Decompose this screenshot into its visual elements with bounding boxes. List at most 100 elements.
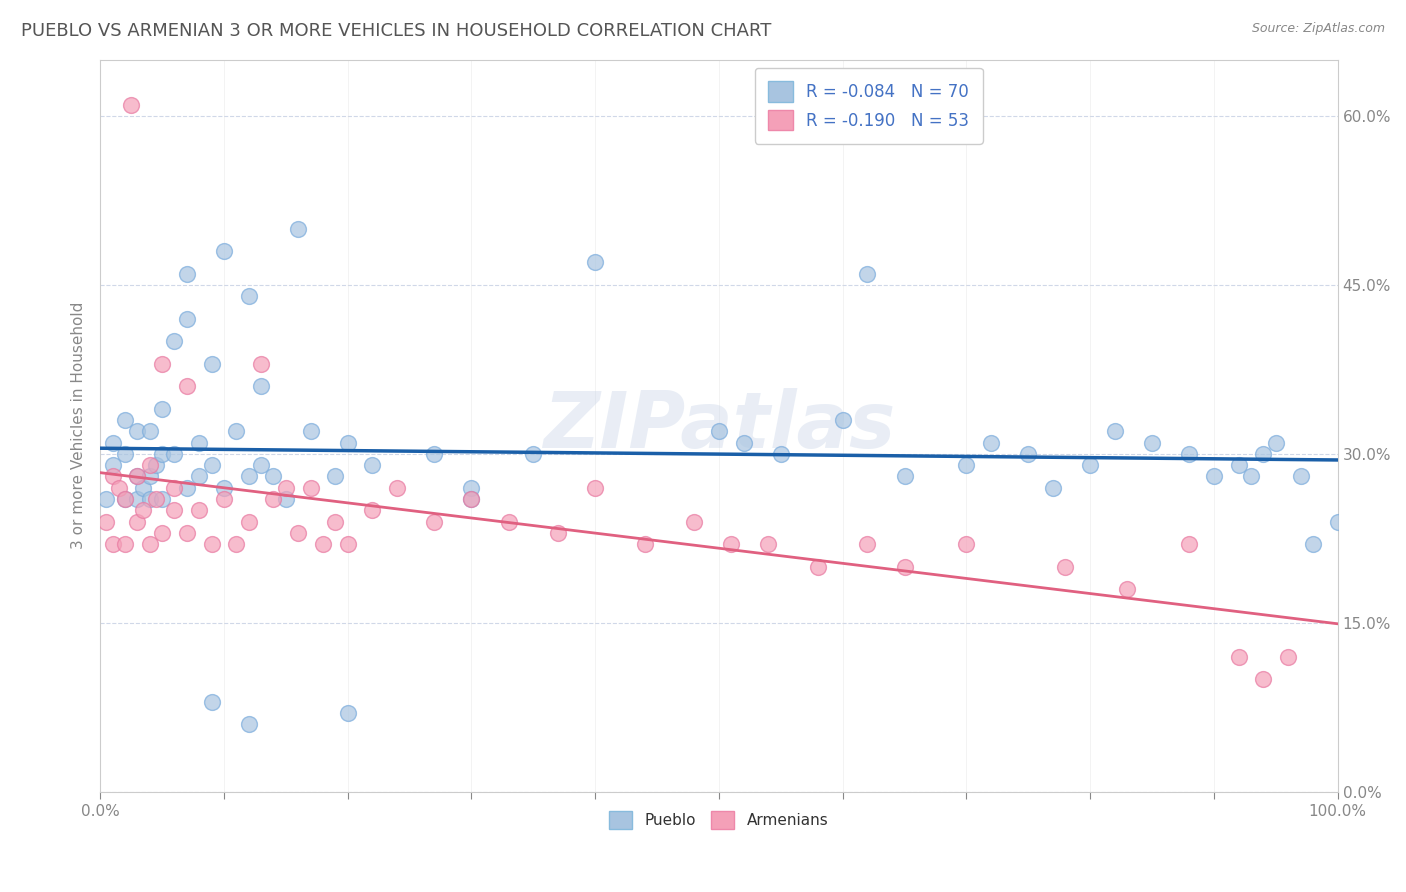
- Point: [323, 515, 346, 529]
- Point: [107, 481, 129, 495]
- Point: [1302, 537, 1324, 551]
- Point: [114, 491, 136, 506]
- Point: [769, 447, 792, 461]
- Point: [856, 267, 879, 281]
- Point: [1227, 649, 1250, 664]
- Point: [101, 435, 124, 450]
- Point: [1178, 447, 1201, 461]
- Point: [127, 425, 149, 439]
- Point: [150, 357, 173, 371]
- Point: [250, 458, 273, 473]
- Point: [127, 469, 149, 483]
- Point: [120, 97, 142, 112]
- Point: [955, 458, 977, 473]
- Point: [114, 537, 136, 551]
- Point: [101, 537, 124, 551]
- Point: [1078, 458, 1101, 473]
- Point: [150, 447, 173, 461]
- Point: [299, 425, 322, 439]
- Point: [274, 491, 297, 506]
- Point: [460, 491, 482, 506]
- Point: [114, 447, 136, 461]
- Point: [361, 503, 384, 517]
- Point: [423, 515, 446, 529]
- Point: [96, 515, 118, 529]
- Point: [163, 447, 186, 461]
- Point: [200, 695, 222, 709]
- Point: [132, 503, 155, 517]
- Point: [522, 447, 544, 461]
- Point: [188, 503, 211, 517]
- Point: [1277, 649, 1299, 664]
- Point: [176, 525, 198, 540]
- Point: [893, 469, 915, 483]
- Point: [238, 289, 260, 303]
- Point: [101, 458, 124, 473]
- Legend: Pueblo, Armenians: Pueblo, Armenians: [603, 805, 834, 836]
- Point: [336, 706, 359, 720]
- Point: [176, 267, 198, 281]
- Point: [1240, 469, 1263, 483]
- Point: [150, 401, 173, 416]
- Point: [200, 357, 222, 371]
- Point: [1140, 435, 1163, 450]
- Point: [1227, 458, 1250, 473]
- Point: [1054, 559, 1077, 574]
- Point: [138, 458, 160, 473]
- Point: [238, 469, 260, 483]
- Point: [212, 244, 235, 259]
- Point: [720, 537, 742, 551]
- Point: [96, 491, 118, 506]
- Point: [262, 469, 284, 483]
- Point: [312, 537, 335, 551]
- Point: [1042, 481, 1064, 495]
- Point: [138, 425, 160, 439]
- Point: [145, 458, 167, 473]
- Point: [274, 481, 297, 495]
- Point: [831, 413, 853, 427]
- Point: [1017, 447, 1039, 461]
- Point: [460, 481, 482, 495]
- Point: [323, 469, 346, 483]
- Point: [114, 491, 136, 506]
- Point: [127, 469, 149, 483]
- Point: [1289, 469, 1312, 483]
- Text: PUEBLO VS ARMENIAN 3 OR MORE VEHICLES IN HOUSEHOLD CORRELATION CHART: PUEBLO VS ARMENIAN 3 OR MORE VEHICLES IN…: [21, 22, 772, 40]
- Point: [336, 537, 359, 551]
- Point: [150, 491, 173, 506]
- Point: [287, 221, 309, 235]
- Point: [200, 458, 222, 473]
- Point: [238, 717, 260, 731]
- Point: [212, 481, 235, 495]
- Point: [955, 537, 977, 551]
- Point: [1178, 537, 1201, 551]
- Point: [225, 425, 247, 439]
- Point: [163, 503, 186, 517]
- Point: [176, 379, 198, 393]
- Point: [707, 425, 730, 439]
- Point: [633, 537, 655, 551]
- Point: [361, 458, 384, 473]
- Point: [460, 491, 482, 506]
- Point: [1326, 515, 1348, 529]
- Point: [336, 435, 359, 450]
- Point: [200, 537, 222, 551]
- Text: Source: ZipAtlas.com: Source: ZipAtlas.com: [1251, 22, 1385, 36]
- Point: [138, 491, 160, 506]
- Point: [176, 311, 198, 326]
- Point: [1264, 435, 1286, 450]
- Point: [1253, 673, 1275, 687]
- Y-axis label: 3 or more Vehicles in Household: 3 or more Vehicles in Household: [72, 302, 86, 549]
- Point: [893, 559, 915, 574]
- Point: [1253, 447, 1275, 461]
- Point: [583, 481, 606, 495]
- Point: [583, 255, 606, 269]
- Point: [1116, 582, 1139, 596]
- Point: [498, 515, 520, 529]
- Point: [299, 481, 322, 495]
- Point: [101, 469, 124, 483]
- Point: [250, 357, 273, 371]
- Point: [163, 481, 186, 495]
- Point: [176, 481, 198, 495]
- Point: [138, 537, 160, 551]
